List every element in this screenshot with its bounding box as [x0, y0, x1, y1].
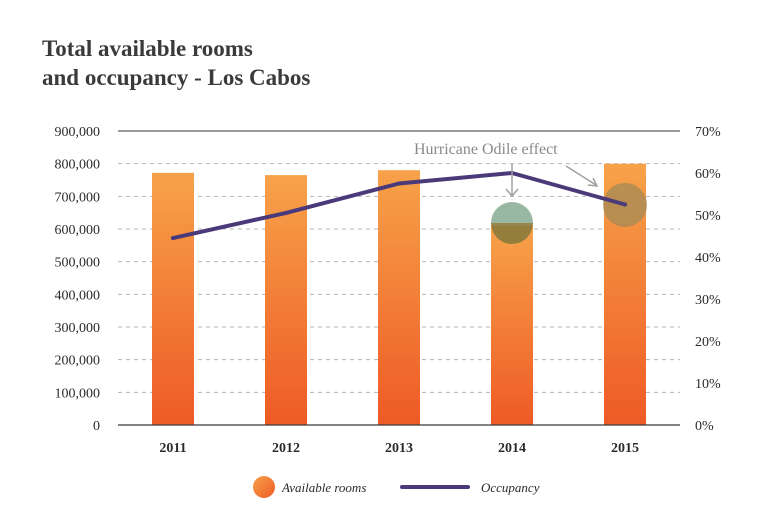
x-tick-label: 2014 [498, 441, 526, 456]
bars [152, 163, 646, 425]
x-tick-label: 2015 [611, 441, 639, 456]
legend-available-rooms-swatch [253, 476, 275, 498]
left-tick-label: 700,000 [55, 190, 101, 205]
annotation-text: Hurricane Odile effect [414, 141, 558, 158]
annotation-arrowhead-2015 [587, 177, 599, 187]
annotation-arrowhead-2014 [505, 188, 519, 198]
left-tick-label: 600,000 [55, 223, 101, 238]
chart-title-line-1: Total available rooms [42, 36, 253, 61]
chart-title-line-2: and occupancy - Los Cabos [42, 65, 311, 90]
left-tick-label: 300,000 [55, 321, 101, 336]
left-tick-label: 400,000 [55, 288, 101, 303]
right-tick-label: 60% [695, 167, 721, 182]
bar [491, 225, 533, 425]
chart-title: Total available rooms and occupancy - Lo… [42, 34, 310, 92]
hurricane-marker-2014-top [491, 202, 533, 223]
left-tick-label: 500,000 [55, 256, 101, 271]
right-tick-label: 10% [695, 377, 721, 392]
left-tick-label: 200,000 [55, 354, 101, 369]
right-tick-label: 40% [695, 251, 721, 266]
left-tick-label: 900,000 [55, 125, 101, 140]
legend: Available rooms Occupancy [253, 476, 540, 498]
hurricane-marker-2014-bottom [491, 223, 533, 244]
legend-occupancy-label: Occupancy [481, 480, 540, 495]
x-tick-label: 2013 [385, 441, 413, 456]
right-tick-label: 50% [695, 209, 721, 224]
annotation-arrow-2015 [565, 165, 597, 186]
occupancy-point [397, 181, 401, 186]
x-tick-label: 2012 [272, 441, 300, 456]
axes: 0 100,000 200,000 300,000 400,000 500,000 600,… [55, 125, 722, 456]
annotation: Hurricane Odile effect [414, 141, 599, 198]
right-tick-label: 30% [695, 293, 721, 308]
x-tick-label: 2011 [159, 441, 186, 456]
right-tick-label: 70% [695, 125, 721, 140]
right-tick-label: 0% [695, 419, 714, 434]
bar [152, 172, 194, 425]
occupancy-point [623, 202, 627, 207]
left-tick-label: 100,000 [55, 386, 101, 401]
bar [378, 170, 420, 425]
left-tick-label: 800,000 [55, 158, 101, 173]
legend-available-rooms-label: Available rooms [281, 480, 366, 495]
occupancy-point [284, 210, 288, 215]
left-tick-label: 0 [93, 419, 100, 434]
right-tick-label: 20% [695, 335, 721, 350]
occupancy-point [171, 236, 175, 241]
